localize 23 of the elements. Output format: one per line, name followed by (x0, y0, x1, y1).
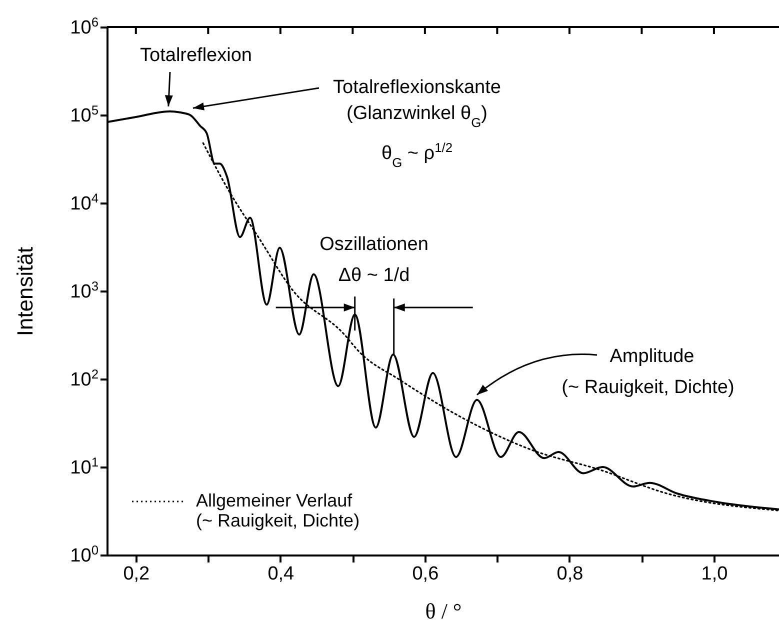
annotation: Δθ ~ 1/d (338, 265, 410, 286)
x-tick-label: 0,2 (123, 564, 150, 584)
y-tick-label: 10$^{2}$ (70, 366, 98, 390)
legend-label: Allgemeiner Verlauf (~ Rauigkeit, Dichte) (196, 490, 360, 530)
annotation: Oszillationen (320, 234, 428, 255)
annotation: Totalreflexion (140, 45, 252, 66)
y-axis-title: Intensität (12, 246, 38, 336)
y-tick-label: 10$^{0}$ (70, 542, 98, 566)
y-tick-label: 10$^{1}$ (70, 454, 98, 478)
annotation: Totalreflexionskante (333, 77, 501, 98)
annotation: Amplitude (610, 346, 694, 367)
y-tick-label: 10$^{5}$ (70, 102, 98, 126)
x-tick-label: 0,4 (268, 564, 295, 584)
x-tick-label: 0,8 (556, 564, 584, 584)
annotation: (~ Rauigkeit, Dichte) (562, 377, 734, 398)
x-axis-title: θ / ° (425, 598, 462, 624)
annotation: (Glanzwinkel θ$_{G}$) (346, 103, 488, 130)
x-tick-label: 0,6 (412, 564, 439, 584)
y-tick-label: 10$^{6}$ (70, 14, 98, 38)
annotation: θ$_{G}$ ~ ρ$^{1/2}$ (381, 140, 453, 170)
y-tick-label: 10$^{3}$ (70, 278, 98, 302)
x-tick-label: 1,0 (701, 564, 728, 584)
y-tick-label: 10$^{4}$ (70, 190, 98, 214)
